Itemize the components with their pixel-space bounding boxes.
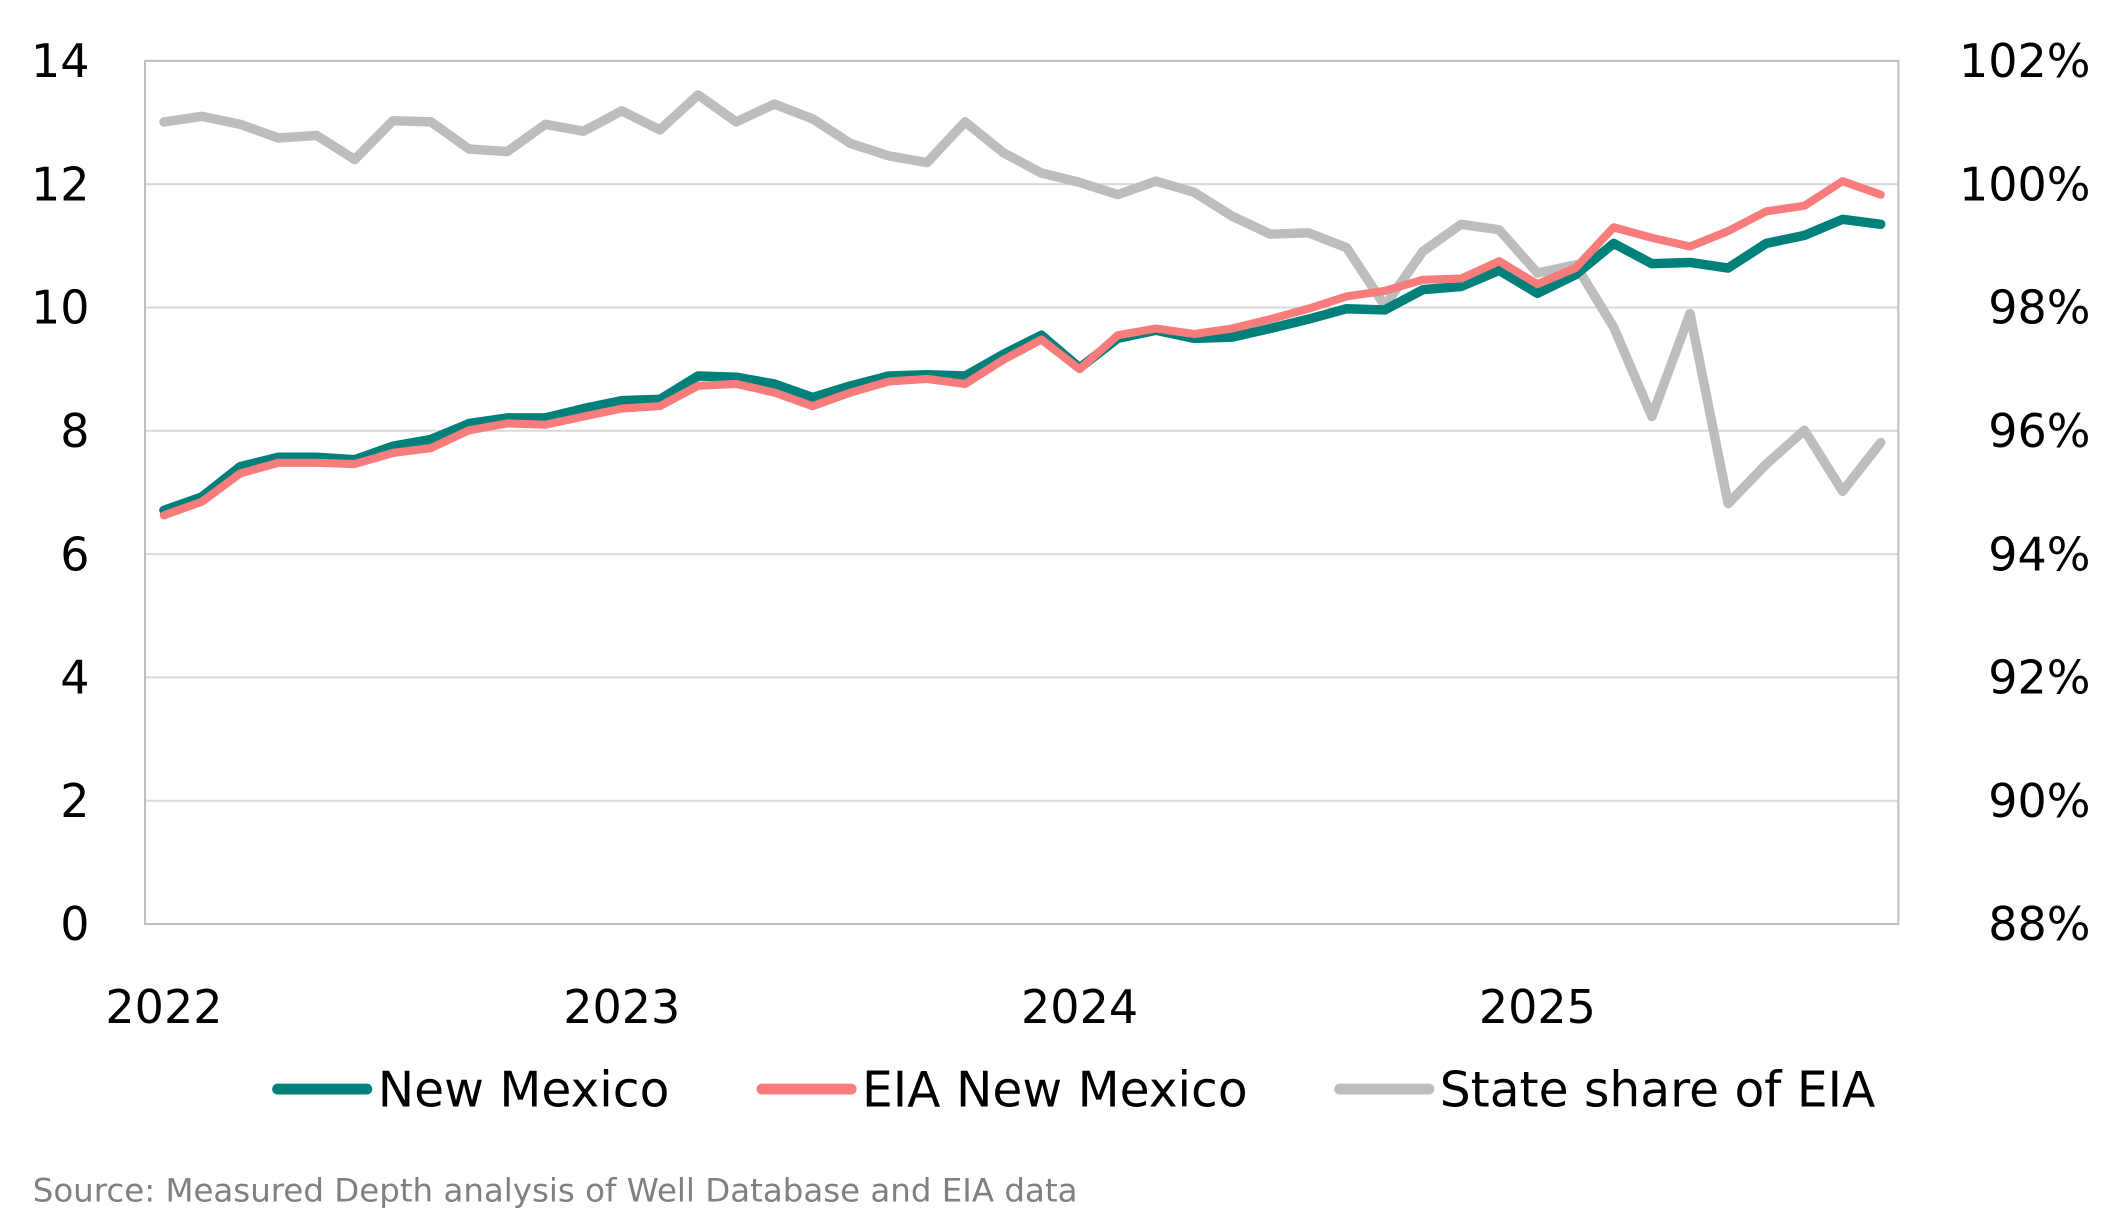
left-tick-label: 0 [60,897,89,951]
right-axis-ticks: 88% 90% 92% 94% 96% 98% 100% 102% [1959,34,2090,951]
right-tick-label: 90% [1988,774,2090,828]
left-tick-label: 8 [60,404,89,458]
gridlines [145,59,1899,926]
right-tick-label: 92% [1988,651,2090,705]
left-axis-ticks: 0 2 4 6 8 10 12 14 [31,34,90,951]
right-tick-label: 94% [1988,527,2090,581]
legend-label: State share of EIA [1440,1063,1876,1119]
left-tick-label: 14 [31,34,90,88]
series-line-eia-new-mexico [159,177,1885,520]
right-tick-label: 102% [1959,34,2090,88]
right-tick-label: 88% [1988,897,2090,951]
x-tick-label: 2023 [563,980,680,1034]
series-lines [159,90,1886,520]
series-line-new-mexico [159,214,1886,516]
legend-label: EIA New Mexico [862,1063,1248,1119]
left-tick-label: 12 [31,157,90,211]
left-tick-label: 4 [60,651,89,705]
x-axis-ticks: 2022 2023 2024 2025 [105,980,1595,1034]
legend-label: New Mexico [378,1063,670,1119]
legend: New Mexico EIA New Mexico State share of E… [272,1063,1876,1119]
right-tick-label: 98% [1988,281,2090,335]
x-tick-label: 2024 [1021,980,1138,1034]
right-tick-label: 100% [1959,157,2090,211]
left-tick-label: 2 [60,774,89,828]
right-tick-label: 96% [1988,404,2090,458]
source-note: Source: Measured Depth analysis of Well … [33,1171,1078,1209]
x-tick-label: 2025 [1479,980,1596,1034]
x-tick-label: 2022 [105,980,222,1034]
series-line-state-share-of-eia [159,90,1886,509]
left-tick-label: 10 [31,281,90,335]
left-tick-label: 6 [60,527,89,581]
plot-area-border [143,59,1900,926]
